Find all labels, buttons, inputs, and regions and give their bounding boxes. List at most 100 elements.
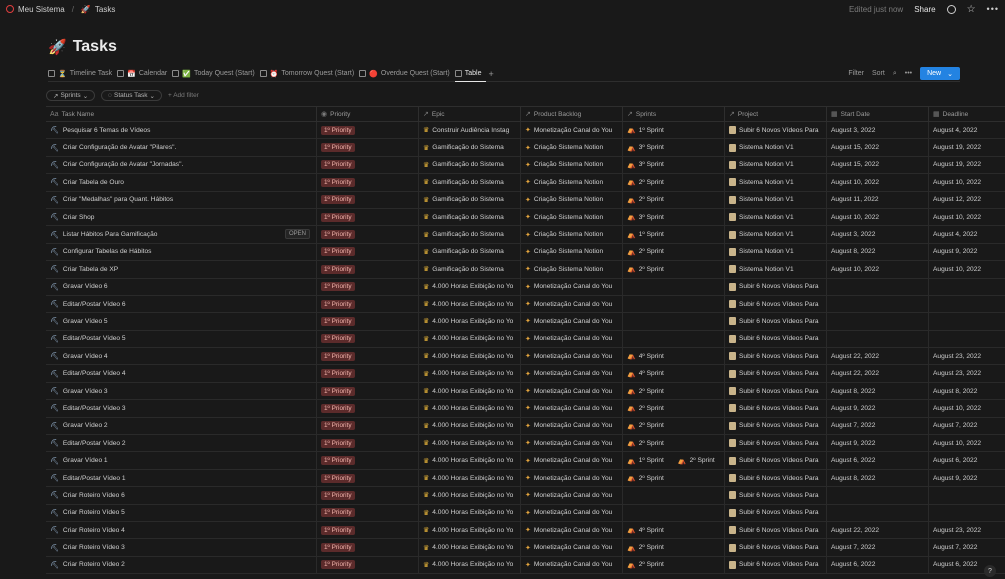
sprint-link[interactable]: 3º Sprint	[638, 144, 664, 152]
sprints-cell[interactable]: ⛺ 3º Sprint	[623, 156, 725, 174]
task-name-cell[interactable]: ⛏ Listar Hábitos Para Gamificação OPEN	[46, 226, 317, 243]
add-view-icon[interactable]: +	[488, 68, 494, 79]
task-name-cell[interactable]: ⛏ Configurar Tabelas de Hábitos	[46, 243, 317, 261]
sprint-link[interactable]: 2º Sprint	[638, 439, 664, 447]
table-row[interactable]: ⛏ Gravar Vídeo 1 1º Priority ♛ 4.000 Horas E…	[46, 452, 1005, 470]
project-cell[interactable]: Sistema Notion V1	[725, 208, 827, 226]
start-date-cell[interactable]: August 8, 2022	[827, 243, 929, 261]
epic-cell[interactable]: ♛ 4.000 Horas Exibição no Yo	[419, 365, 521, 382]
epic-link[interactable]: 4.000 Horas Exibição no Yo	[432, 439, 514, 447]
epic-link[interactable]: 4.000 Horas Exibição no Yo	[432, 387, 514, 395]
sprint-link[interactable]: 4º Sprint	[638, 370, 664, 378]
task-name[interactable]: Criar Tabela de Ouro	[62, 178, 124, 186]
project-cell[interactable]: Subir 6 Novos Vídeos Para	[725, 521, 827, 539]
project-link[interactable]: Subir 6 Novos Vídeos Para	[739, 491, 819, 499]
backlog-link[interactable]: Criação Sistema Notion	[533, 144, 604, 152]
start-date-cell[interactable]	[827, 313, 929, 330]
priority-cell[interactable]: 1º Priority	[317, 435, 419, 452]
column-sprints[interactable]: ↗ Sprints	[623, 107, 725, 121]
task-name[interactable]: Editar/Postar Vídeo 2	[62, 439, 126, 447]
project-link[interactable]: Subir 6 Novos Vídeos Para	[739, 439, 819, 447]
task-name[interactable]: Criar Roteiro Vídeo 4	[62, 526, 125, 534]
deadline-cell[interactable]: August 9, 2022	[929, 470, 1005, 486]
new-button[interactable]: New ⌄	[920, 67, 960, 80]
epic-cell[interactable]: ♛ 4.000 Horas Exibição no Yo	[419, 539, 521, 556]
filter-button[interactable]: Filter	[848, 70, 864, 77]
task-name-cell[interactable]: ⛏ Criar Roteiro Vídeo 5	[46, 504, 317, 521]
epic-link[interactable]: Gamificação do Sistema	[432, 178, 504, 186]
priority-cell[interactable]: 1º Priority	[317, 156, 419, 174]
deadline-cell[interactable]: August 6, 2022	[929, 557, 1005, 573]
epic-link[interactable]: 4.000 Horas Exibição no Yo	[432, 474, 514, 482]
table-row[interactable]: ⛏ Criar Roteiro Vídeo 2 1º Priority ♛ 4.000 …	[46, 556, 1005, 575]
epic-cell[interactable]: ♛ Gamificação do Sistema	[419, 174, 521, 191]
sprints-cell[interactable]: ⛺ 2º Sprint	[623, 382, 725, 400]
start-date-cell[interactable]: August 22, 2022	[827, 521, 929, 539]
project-cell[interactable]: Sistema Notion V1	[725, 174, 827, 191]
sprint-link[interactable]: 2º Sprint	[689, 457, 715, 465]
chevron-down-icon[interactable]: ⌄	[947, 70, 953, 78]
project-link[interactable]: Subir 6 Novos Vídeos Para	[739, 544, 819, 552]
deadline-cell[interactable]: August 19, 2022	[929, 157, 1005, 173]
project-cell[interactable]: Subir 6 Novos Vídeos Para	[725, 417, 827, 435]
project-link[interactable]: Subir 6 Novos Vídeos Para	[739, 370, 819, 378]
start-date-cell[interactable]: August 15, 2022	[827, 139, 929, 156]
task-name-cell[interactable]: ⛏ Editar/Postar Vídeo 2	[46, 435, 317, 452]
start-date-cell[interactable]: August 9, 2022	[827, 400, 929, 417]
sprints-cell[interactable]	[623, 278, 725, 295]
start-date-cell[interactable]: August 10, 2022	[827, 261, 929, 278]
clock-icon[interactable]	[946, 4, 956, 14]
product-backlog-cell[interactable]: ✦ Monetização Canal do You	[521, 504, 623, 521]
table-row[interactable]: ⛏ Editar/Postar Vídeo 6 1º Priority ♛ 4.000 …	[46, 295, 1005, 314]
product-backlog-cell[interactable]: ✦ Criação Sistema Notion	[521, 208, 623, 226]
project-link[interactable]: Sistema Notion V1	[739, 265, 794, 273]
table-row[interactable]: ⛏ Criar Roteiro Vídeo 6 1º Priority ♛ 4.000 …	[46, 487, 1005, 505]
project-link[interactable]: Sistema Notion V1	[739, 178, 794, 186]
product-backlog-cell[interactable]: ✦ Criação Sistema Notion	[521, 156, 623, 174]
backlog-link[interactable]: Monetização Canal do You	[533, 283, 613, 291]
sprints-cell[interactable]: ⛺ 1º Sprint ⛺ 2º Sprint	[623, 452, 725, 469]
epic-link[interactable]: 4.000 Horas Exibição no Yo	[432, 526, 514, 534]
task-name-cell[interactable]: ⛏ Gravar Vídeo 3	[46, 382, 317, 400]
sprint-link[interactable]: 1º Sprint	[638, 231, 664, 239]
backlog-link[interactable]: Monetização Canal do You	[533, 544, 613, 552]
product-backlog-cell[interactable]: ✦ Monetização Canal do You	[521, 435, 623, 452]
sprint-link[interactable]: 1º Sprint	[638, 457, 664, 465]
backlog-link[interactable]: Monetização Canal do You	[533, 509, 613, 517]
backlog-link[interactable]: Monetização Canal do You	[533, 422, 613, 430]
product-backlog-cell[interactable]: ✦ Monetização Canal do You	[521, 348, 623, 365]
epic-link[interactable]: 4.000 Horas Exibição no Yo	[432, 352, 514, 360]
task-name[interactable]: Gravar Vídeo 2	[62, 422, 108, 430]
deadline-cell[interactable]: August 19, 2022	[929, 139, 1005, 155]
epic-link[interactable]: 4.000 Horas Exibição no Yo	[432, 544, 514, 552]
project-link[interactable]: Subir 6 Novos Vídeos Para	[739, 526, 819, 534]
epic-cell[interactable]: ♛ 4.000 Horas Exibição no Yo	[419, 504, 521, 521]
start-date-cell[interactable]: August 6, 2022	[827, 556, 929, 574]
project-cell[interactable]: Subir 6 Novos Vídeos Para	[725, 400, 827, 417]
project-cell[interactable]: Sistema Notion V1	[725, 139, 827, 156]
table-row[interactable]: ⛏ Criar Shop 1º Priority ♛ Gamificação do Si…	[46, 208, 1005, 227]
table-row[interactable]: ⛏ Criar Tabela de XP 1º Priority ♛ Gamificaç…	[46, 261, 1005, 279]
start-date-cell[interactable]: August 11, 2022	[827, 191, 929, 208]
task-name-cell[interactable]: ⛏ Editar/Postar Vídeo 1	[46, 469, 317, 487]
table-row[interactable]: ⛏ Listar Hábitos Para Gamificação OPEN 1º P…	[46, 226, 1005, 244]
task-name-cell[interactable]: ⛏ Editar/Postar Vídeo 4	[46, 365, 317, 382]
column-start-date[interactable]: ▦ Start Date	[827, 107, 929, 121]
epic-link[interactable]: 4.000 Horas Exibição no Yo	[432, 491, 514, 499]
more-icon[interactable]: •••	[904, 70, 913, 77]
project-cell[interactable]: Subir 6 Novos Vídeos Para	[725, 435, 827, 452]
epic-cell[interactable]: ♛ Gamificação do Sistema	[419, 191, 521, 208]
task-name-cell[interactable]: ⛏ Editar/Postar Vídeo 3	[46, 400, 317, 417]
priority-cell[interactable]: 1º Priority	[317, 208, 419, 226]
priority-cell[interactable]: 1º Priority	[317, 521, 419, 539]
deadline-cell[interactable]: August 9, 2022	[929, 244, 1005, 260]
sort-button[interactable]: Sort	[871, 70, 885, 77]
project-link[interactable]: Subir 6 Novos Vídeos Para	[739, 300, 819, 308]
product-backlog-cell[interactable]: ✦ Monetização Canal do You	[521, 452, 623, 469]
priority-cell[interactable]: 1º Priority	[317, 330, 419, 348]
backlog-link[interactable]: Monetização Canal do You	[533, 352, 613, 360]
table-row[interactable]: ⛏ Criar Configuração de Avatar "Pilares".…	[46, 139, 1005, 157]
table-row[interactable]: ⛏ Gravar Vídeo 6 1º Priority ♛ 4.000 Horas E…	[46, 278, 1005, 296]
project-cell[interactable]: Subir 6 Novos Vídeos Para	[725, 330, 827, 348]
epic-cell[interactable]: ♛ Gamificação do Sistema	[419, 243, 521, 261]
